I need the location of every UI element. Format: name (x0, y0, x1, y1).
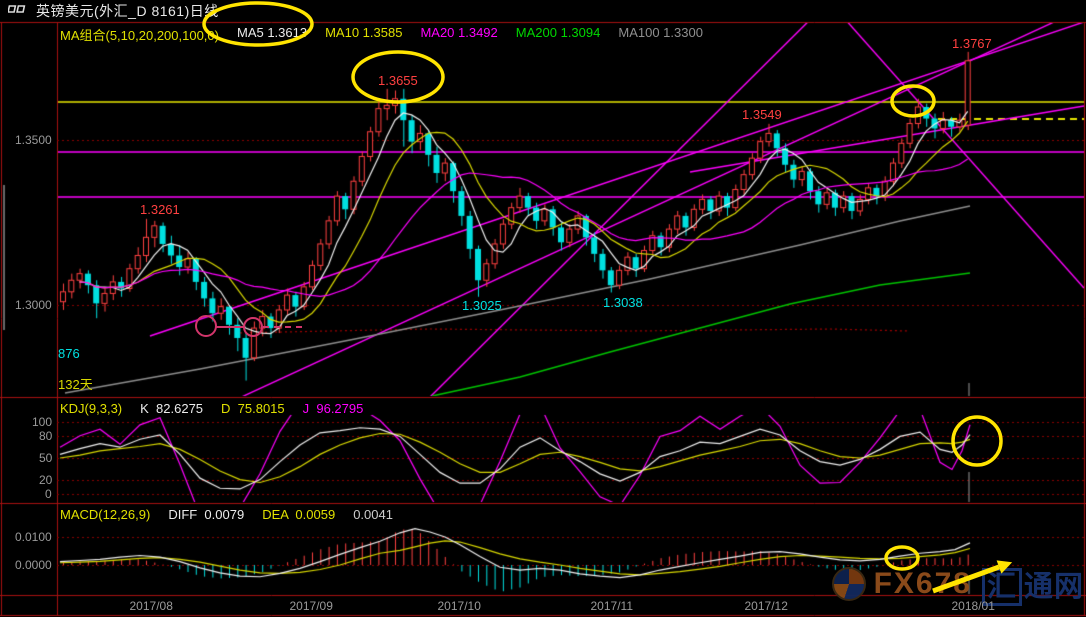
legend-item: DEA 0.0059 (262, 507, 336, 522)
link-icon (7, 2, 28, 20)
legend-item: MA5 1.3613 (236, 25, 308, 40)
watermark: FX678 汇通网 (831, 563, 1084, 606)
legend-item: MA200 1.3094 (515, 25, 601, 40)
watermark-site-rest: 通网 (1023, 571, 1084, 603)
legend-item: MACD(12,26,9) (60, 507, 151, 522)
ma-legend: MA组合(5,10,20,200,100,0) MA5 1.3613 MA10 1.… (60, 25, 721, 44)
watermark-site-first: 汇 (981, 568, 1022, 606)
kdj-legend: KDJ(9,3,3) K 82.6275 D 75.8015 J 96.2795 (60, 401, 381, 416)
macd-legend: MACD(12,26,9) DIFF 0.0079 DEA 0.0059 0.0041 (60, 507, 411, 522)
watermark-brand: FX678 (873, 567, 972, 600)
legend-item: K 82.6275 (140, 401, 204, 416)
watermark-logo-icon (831, 567, 866, 601)
titlebar: 英镑美元(外汇_D 8161)日线 (0, 0, 1086, 22)
legend-item: MA组合(5,10,20,200,100,0) (60, 28, 219, 43)
legend-item: J 96.2795 (302, 401, 364, 416)
watermark-site: 汇通网 (981, 563, 1084, 606)
legend-item: KDJ(9,3,3) (60, 401, 123, 416)
window-title: 英镑美元(外汇_D 8161)日线 (36, 3, 219, 19)
legend-item: MA100 1.3300 (618, 25, 703, 40)
legend-item: 0.0041 (353, 507, 393, 522)
legend-item: DIFF 0.0079 (168, 507, 245, 522)
legend-item: MA10 1.3585 (325, 25, 403, 40)
legend-item: MA20 1.3492 (420, 25, 498, 40)
legend-item: D 75.8015 (221, 401, 285, 416)
